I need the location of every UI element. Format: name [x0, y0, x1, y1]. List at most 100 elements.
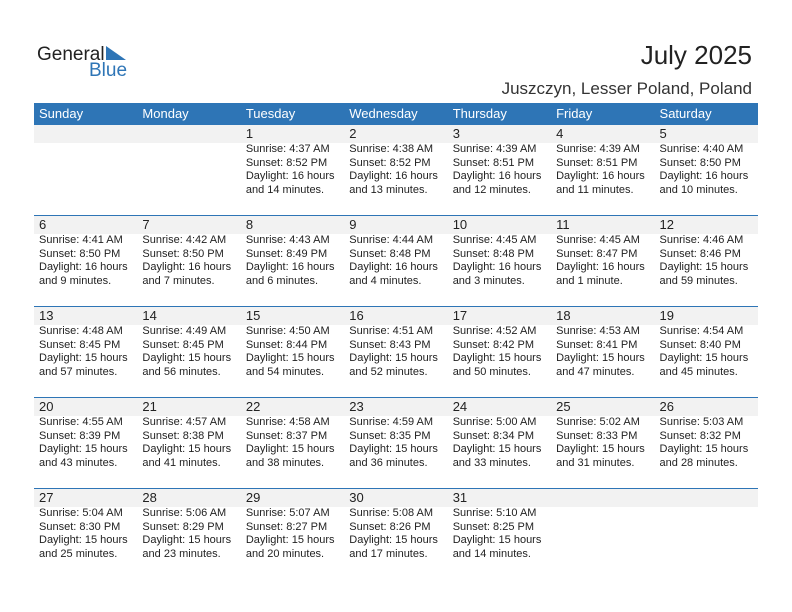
weekday-thursday: Thursday [452, 106, 507, 121]
day-cell: 16 Sunrise: 4:51 AM Sunset: 8:43 PM Dayligh… [344, 307, 447, 397]
day-cell: 19 Sunrise: 4:54 AM Sunset: 8:40 PM Dayligh… [655, 307, 758, 397]
weekday-header: Sunday Monday Tuesday Wednesday Thursday… [34, 103, 758, 125]
day-number: 21 [142, 399, 157, 414]
day-cell: 23 Sunrise: 4:59 AM Sunset: 8:35 PM Dayligh… [344, 398, 447, 488]
day-cell: 14 Sunrise: 4:49 AM Sunset: 8:45 PM Dayligh… [137, 307, 240, 397]
sunset: Sunset: 8:26 PM [349, 520, 431, 533]
day-cell: 6 Sunrise: 4:41 AM Sunset: 8:50 PM Daylight… [34, 216, 137, 306]
sunrise: Sunrise: 5:02 AM [556, 416, 640, 428]
sunrise: Sunrise: 5:03 AM [659, 416, 744, 428]
sunrise: Sunrise: 4:38 AM [349, 143, 434, 155]
daylight: Daylight: 15 hours [349, 352, 438, 364]
day-cell: 15 Sunrise: 4:50 AM Sunset: 8:44 PM Dayligh… [241, 307, 344, 397]
day-cell: 31 Sunrise: 5:10 AM Sunset: 8:25 PM Dayligh… [448, 489, 551, 579]
day-cell: 22 Sunrise: 4:58 AM Sunset: 8:37 PM Dayligh… [241, 398, 344, 488]
daylight-minutes: and 14 minutes. [245, 183, 325, 196]
empty-cell [551, 489, 654, 579]
day-number: 2 [349, 126, 357, 141]
sunrise: Sunrise: 4:49 AM [142, 325, 227, 337]
daylight: Daylight: 15 hours [39, 352, 128, 364]
sunrise: Sunrise: 5:04 AM [39, 507, 123, 519]
sunset: Sunset: 8:50 PM [659, 156, 741, 169]
sunrise: Sunrise: 5:06 AM [142, 507, 227, 519]
sunset: Sunset: 8:30 PM [39, 520, 121, 533]
day-cell: 21 Sunrise: 4:57 AM Sunset: 8:38 PM Dayligh… [137, 398, 240, 488]
day-number: 10 [452, 217, 468, 232]
sunrise: Sunrise: 4:45 AM [452, 234, 537, 246]
sunset: Sunset: 8:29 PM [142, 520, 224, 533]
sunset: Sunset: 8:40 PM [659, 338, 741, 351]
sunrise: Sunrise: 4:43 AM [245, 234, 330, 246]
daylight: Daylight: 15 hours [245, 534, 335, 546]
daylight: Daylight: 15 hours [245, 352, 335, 364]
sunset: Sunset: 8:41 PM [556, 338, 638, 351]
sunset: Sunset: 8:25 PM [452, 520, 535, 533]
day-cell: 7 Sunrise: 4:42 AM Sunset: 8:50 PM Daylight… [137, 216, 240, 306]
daylight-minutes: and 36 minutes. [349, 456, 428, 469]
day-number: 19 [659, 308, 674, 323]
daylight: Daylight: 15 hours [39, 443, 128, 455]
location: Juszczyn, Lesser Poland, Poland [501, 79, 752, 98]
logo-text-blue: Blue [89, 60, 128, 81]
weekday-sunday: Sunday [39, 106, 84, 121]
weekday-wednesday: Wednesday [349, 106, 418, 121]
day-number: 17 [452, 308, 468, 323]
sunrise: Sunrise: 5:08 AM [349, 507, 434, 519]
daylight-minutes: and 12 minutes. [452, 183, 531, 196]
daylight: Daylight: 16 hours [349, 170, 438, 182]
sunrise: Sunrise: 4:37 AM [245, 143, 330, 155]
sunrise: Sunrise: 4:58 AM [245, 416, 330, 428]
daylight: Daylight: 15 hours [142, 352, 232, 364]
daylight: Daylight: 15 hours [245, 443, 335, 455]
day-cell: 8 Sunrise: 4:43 AM Sunset: 8:49 PM Daylight… [241, 216, 344, 306]
calendar-week: 27 Sunrise: 5:04 AM Sunset: 8:30 PM Dayligh… [34, 488, 758, 579]
sunset: Sunset: 8:38 PM [142, 429, 224, 442]
daylight-minutes: and 56 minutes. [142, 365, 221, 378]
day-number: 23 [349, 399, 364, 414]
daylight: Daylight: 15 hours [452, 352, 542, 364]
day-number: 24 [452, 399, 468, 414]
day-cell: 11 Sunrise: 4:45 AM Sunset: 8:47 PM Dayligh… [551, 216, 654, 306]
weekday-monday: Monday [142, 106, 189, 121]
weekday-saturday: Saturday [659, 106, 712, 121]
day-number: 28 [142, 490, 157, 505]
day-cell: 9 Sunrise: 4:44 AM Sunset: 8:48 PM Daylight… [344, 216, 447, 306]
daylight: Daylight: 15 hours [142, 443, 232, 455]
day-cell: 12 Sunrise: 4:46 AM Sunset: 8:46 PM Dayligh… [655, 216, 758, 306]
daylight: Daylight: 16 hours [39, 261, 128, 273]
day-cell: 13 Sunrise: 4:48 AM Sunset: 8:45 PM Dayligh… [34, 307, 137, 397]
day-number: 4 [556, 126, 564, 141]
day-cell: 27 Sunrise: 5:04 AM Sunset: 8:30 PM Dayligh… [34, 489, 137, 579]
daylight: Daylight: 15 hours [556, 443, 645, 455]
sunset: Sunset: 8:52 PM [245, 156, 328, 169]
sunset: Sunset: 8:39 PM [39, 429, 121, 442]
sunset: Sunset: 8:47 PM [556, 247, 638, 260]
day-cell: 30 Sunrise: 5:08 AM Sunset: 8:26 PM Dayligh… [344, 489, 447, 579]
day-cell: 26 Sunrise: 5:03 AM Sunset: 8:32 PM Dayligh… [655, 398, 758, 488]
daylight-minutes: and 47 minutes. [556, 365, 635, 378]
sunset: Sunset: 8:50 PM [39, 247, 121, 260]
daylight: Daylight: 15 hours [349, 534, 438, 546]
sunrise: Sunrise: 4:59 AM [349, 416, 434, 428]
daylight: Daylight: 16 hours [452, 170, 542, 182]
sunrise: Sunrise: 4:57 AM [142, 416, 227, 428]
daylight-minutes: and 25 minutes. [39, 547, 118, 560]
day-cell: 20 Sunrise: 4:55 AM Sunset: 8:39 PM Dayligh… [34, 398, 137, 488]
sunset: Sunset: 8:43 PM [349, 338, 431, 351]
sunset: Sunset: 8:51 PM [452, 156, 535, 169]
sunrise: Sunrise: 4:53 AM [556, 325, 640, 337]
sunset: Sunset: 8:48 PM [349, 247, 431, 260]
day-number: 31 [452, 490, 468, 505]
day-number: 6 [39, 217, 47, 232]
daylight-minutes: and 38 minutes. [245, 456, 325, 469]
daylight: Daylight: 16 hours [556, 170, 645, 182]
day-number: 9 [349, 217, 357, 232]
daylight-minutes: and 20 minutes. [245, 547, 325, 560]
sunrise: Sunrise: 4:51 AM [349, 325, 434, 337]
sunset: Sunset: 8:49 PM [245, 247, 328, 260]
daylight-minutes: and 50 minutes. [452, 365, 531, 378]
sunrise: Sunrise: 4:50 AM [245, 325, 330, 337]
daylight-minutes: and 52 minutes. [349, 365, 428, 378]
daylight-minutes: and 1 minute. [556, 274, 623, 287]
sunrise: Sunrise: 4:48 AM [39, 325, 123, 337]
